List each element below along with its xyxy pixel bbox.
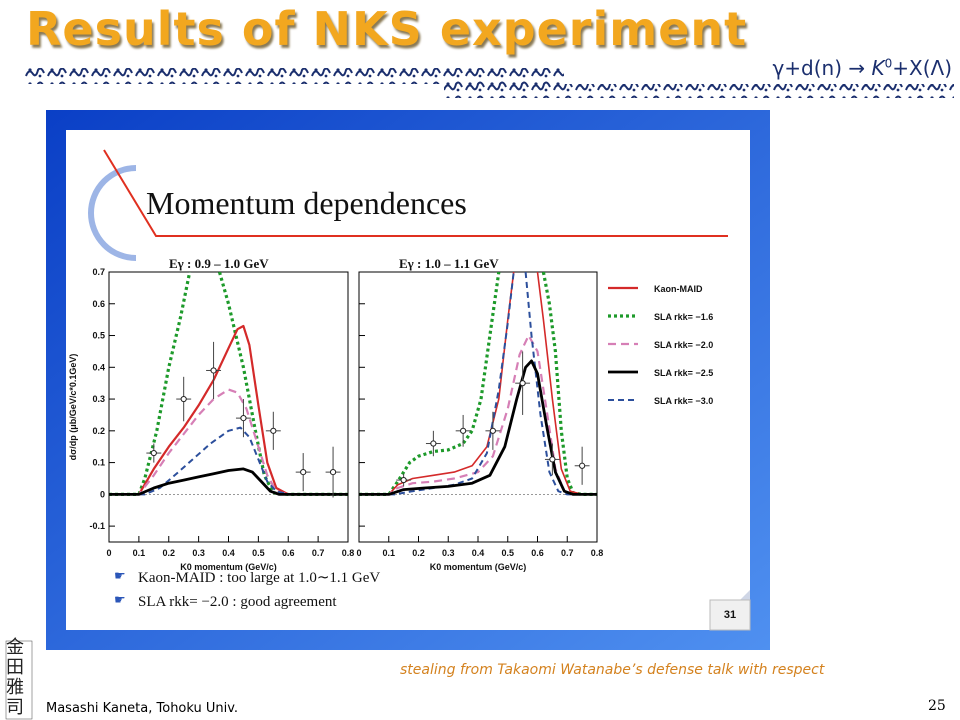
x-axis-label: K0 momentum (GeV/c) — [430, 562, 527, 572]
x-tick-label: 0.4 — [472, 548, 485, 558]
pointing-hand-icon: ☛ — [114, 593, 126, 608]
y-tick-label: 0 — [100, 489, 105, 499]
data-point — [210, 367, 217, 374]
data-point — [460, 427, 467, 434]
series-line — [109, 324, 348, 496]
data-point — [270, 427, 277, 434]
heading-rule — [103, 149, 728, 237]
x-tick-label: 0.7 — [312, 548, 325, 558]
chart-legend: Kaon-MAID SLA rkk= −1.6 SLA rkk= −2.0 SLA r… — [608, 284, 713, 406]
legend-label: SLA rkk= −3.0 — [654, 396, 713, 406]
x-tick-label: 0 — [106, 548, 111, 558]
data-point — [240, 415, 247, 422]
embedded-slide-number: 31 — [724, 609, 736, 621]
data-point — [329, 469, 337, 476]
plot-panel: 0 0.1 0.2 0.3 0.4 0.5 0.6 0.7 0.8 -0.1 0 0.1 0.2 0.3 0… — [89, 256, 354, 572]
data-point — [489, 427, 496, 434]
bullet-item: SLA rkk= −2.0 : good agreement — [138, 594, 337, 610]
chart-area: 0 0.1 0.2 0.3 0.4 0.5 0.6 0.7 0.8-0.100.10.20.30… — [68, 256, 603, 572]
series-line — [109, 467, 348, 496]
x-tick-label: 0.1 — [133, 548, 146, 558]
legend-label: SLA rkk= −2.0 — [654, 340, 713, 350]
x-tick-label: 0.8 — [591, 548, 604, 558]
data-point — [549, 456, 556, 463]
legend-label: SLA rkk= −2.5 — [654, 368, 713, 378]
series-line — [359, 272, 515, 496]
x-tick-label: 0.6 — [531, 548, 544, 558]
x-axis-label: K0 momentum (GeV/c) — [180, 562, 277, 572]
y-tick-label: -0.1 — [89, 521, 105, 531]
x-tick-label: 0.1 — [382, 548, 395, 558]
series-line — [359, 359, 597, 496]
x-tick-label: 0.4 — [222, 548, 235, 558]
y-tick-label: 0.6 — [92, 299, 105, 309]
x-tick-label: 0.5 — [252, 548, 265, 558]
page-number: 25 — [928, 698, 946, 714]
y-tick-label: 0.7 — [92, 267, 105, 277]
panel-heading: Momentum dependences — [146, 185, 467, 221]
author-name: Masashi Kaneta, Tohoku Univ. — [46, 701, 239, 716]
data-point — [519, 380, 526, 387]
x-tick-label: 0.5 — [501, 548, 514, 558]
data-point — [579, 462, 586, 469]
data-point — [400, 476, 407, 484]
y-axis-label: dσ/dp (μb/GeV/c*0.1GeV) — [68, 354, 78, 461]
plot-frame — [358, 271, 598, 543]
x-tick-label: 0 — [356, 548, 361, 558]
data-point — [300, 469, 307, 476]
x-tick-label: 0.2 — [412, 548, 425, 558]
y-tick-label: 0.4 — [92, 362, 105, 372]
legend-label: Kaon-MAID — [654, 284, 703, 294]
series-line — [109, 388, 348, 496]
panel-title: Eγ : 0.9 – 1.0 GeV — [169, 256, 269, 271]
y-tick-label: 0.3 — [92, 394, 105, 404]
y-tick-label: 0.1 — [92, 458, 105, 468]
data-point — [180, 395, 187, 403]
slide-title: Results of NKS experiment — [26, 2, 748, 56]
reaction-equation: γ+d(n) → K0+X(Λ) — [772, 56, 952, 80]
x-tick-label: 0.6 — [282, 548, 295, 558]
x-tick-label: 0.3 — [442, 548, 455, 558]
bullet-list: ☛ Kaon-MAID : too large at 1.0∼1.1 GeV ☛… — [114, 569, 380, 610]
x-tick-label: 0.8 — [342, 548, 355, 558]
series-line — [524, 272, 597, 496]
data-point — [430, 440, 437, 447]
x-tick-label: 0.3 — [192, 548, 205, 558]
bullet-item: Kaon-MAID : too large at 1.0∼1.1 GeV — [138, 570, 380, 586]
series-line — [359, 272, 515, 496]
y-tick-label: 0.2 — [92, 426, 105, 436]
series-line — [359, 272, 501, 496]
data-point — [150, 449, 157, 457]
plot-frame — [108, 271, 349, 543]
x-tick-label: 0.7 — [561, 548, 574, 558]
embedded-slide: Momentum dependences 0 0.1 0.2 0.3 0.4 0.5 0.6… — [46, 110, 770, 650]
credit-text: stealing from Takaomi Watanabe’s defense… — [400, 662, 825, 678]
curve-group — [109, 272, 348, 496]
x-tick-label: 0.2 — [162, 548, 175, 558]
panel-title: Eγ : 1.0 – 1.1 GeV — [399, 256, 499, 271]
series-line — [109, 272, 192, 496]
decorative-banner — [24, 68, 954, 98]
y-tick-label: 0.5 — [92, 331, 105, 341]
plot-panel: 0 0.1 0.2 0.3 0.4 0.5 0.6 0.7 0.8 Eγ : 1.0 – 1.1 … — [356, 256, 603, 572]
curve-group — [359, 272, 597, 496]
pointing-hand-icon: ☛ — [114, 569, 126, 584]
seal-characters: 金田雅司 — [6, 637, 24, 718]
author-seal — [5, 640, 33, 720]
legend-label: SLA rkk= −1.6 — [654, 312, 713, 322]
